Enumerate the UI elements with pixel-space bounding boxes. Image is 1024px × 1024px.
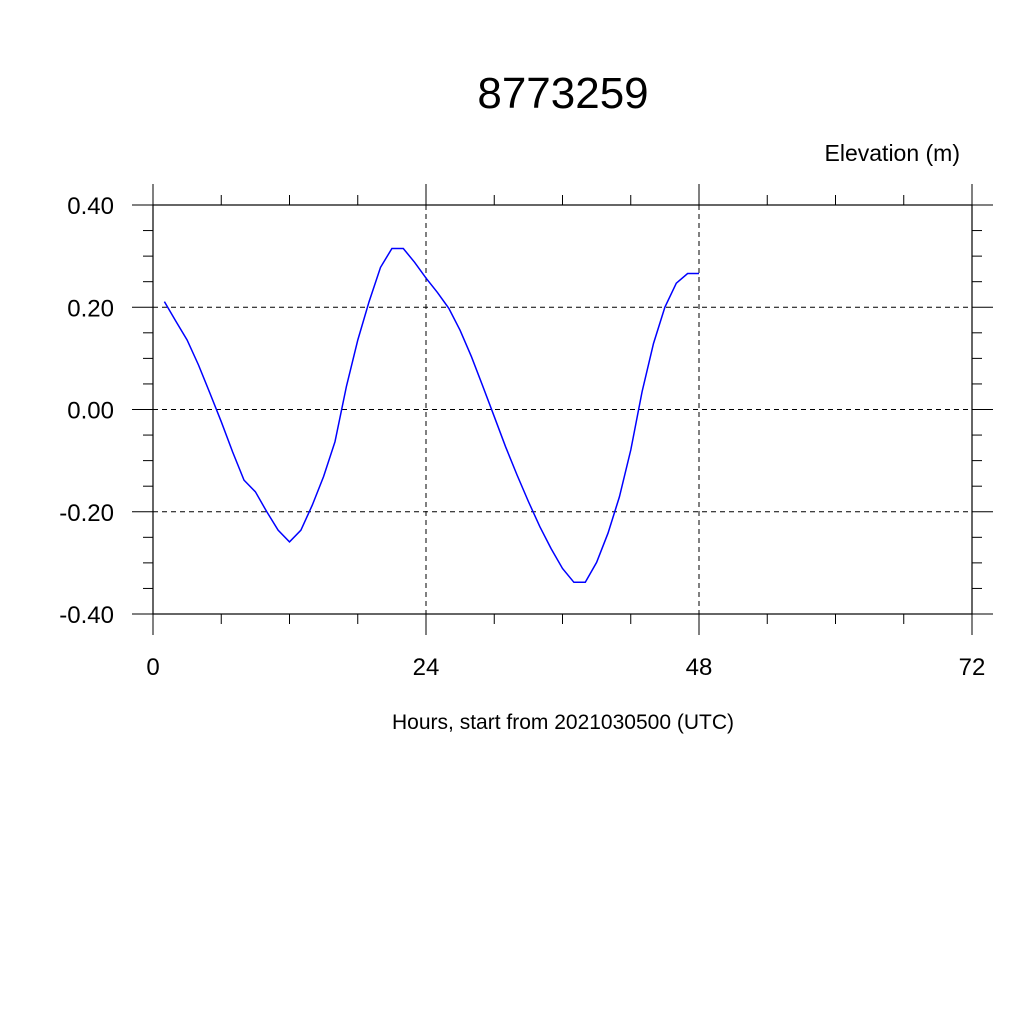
x-tick-label: 48	[686, 654, 713, 681]
plot-frame	[152, 204, 973, 615]
y-tick-label: 0.20	[67, 295, 114, 322]
tick-labels: 0 24 48 72 -0.40 -0.20 0.00 0.20 0.40	[59, 193, 985, 681]
y-tick-label: 0.40	[67, 193, 114, 220]
grid	[152, 204, 973, 615]
chart-title: 8773259	[477, 69, 648, 118]
y-axis-label: Elevation (m)	[825, 140, 960, 166]
y-tick-label: -0.20	[59, 500, 114, 527]
x-tick-label: 24	[413, 654, 440, 681]
axis-ticks	[132, 184, 993, 635]
y-tick-label: 0.00	[67, 398, 114, 425]
x-axis-label: Hours, start from 2021030500 (UTC)	[392, 711, 734, 734]
y-tick-label: -0.40	[59, 602, 114, 629]
x-tick-label: 72	[959, 654, 986, 681]
x-tick-label: 0	[146, 654, 159, 681]
elevation-line	[163, 247, 699, 584]
